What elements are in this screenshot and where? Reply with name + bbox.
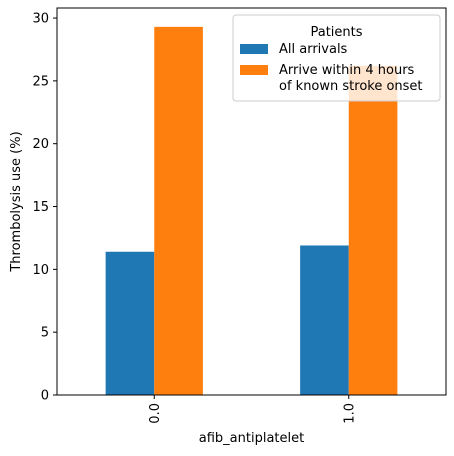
y-tick-label: 0 xyxy=(41,389,49,404)
x-tick-label: 0.0 xyxy=(148,403,163,424)
bars-group xyxy=(105,26,398,395)
y-tick-label: 25 xyxy=(32,74,49,89)
bar-0.0-series-0 xyxy=(105,251,155,395)
y-axis-ticks: 0 5 10 15 20 25 30 xyxy=(32,12,57,404)
legend-swatch-1 xyxy=(240,65,268,75)
legend: Patients All arrivals Arrive within 4 hour… xyxy=(232,14,441,102)
y-tick-label: 20 xyxy=(32,137,49,152)
y-tick-label: 15 xyxy=(32,200,49,215)
y-tick-label: 30 xyxy=(32,12,49,27)
x-axis-label: afib_antiplatelet xyxy=(199,431,304,446)
y-tick-label: 5 xyxy=(41,326,49,341)
x-axis-ticks: 0.0 1.0 xyxy=(148,395,357,424)
legend-swatch-0 xyxy=(240,44,268,54)
legend-box xyxy=(232,14,441,102)
y-axis-label: Thrombolysis use (%) xyxy=(9,131,24,272)
legend-entry-0: All arrivals xyxy=(279,42,348,57)
bar-1.0-series-1 xyxy=(348,65,398,395)
x-tick-label: 1.0 xyxy=(342,403,357,424)
legend-title: Patients xyxy=(310,25,362,40)
bar-0.0-series-1 xyxy=(154,26,203,395)
y-tick-label: 10 xyxy=(32,263,49,278)
bar-1.0-series-0 xyxy=(300,245,349,395)
plot-frame xyxy=(56,7,447,396)
legend-entry-1: Arrive within 4 hours of known stroke ons… xyxy=(279,63,423,94)
